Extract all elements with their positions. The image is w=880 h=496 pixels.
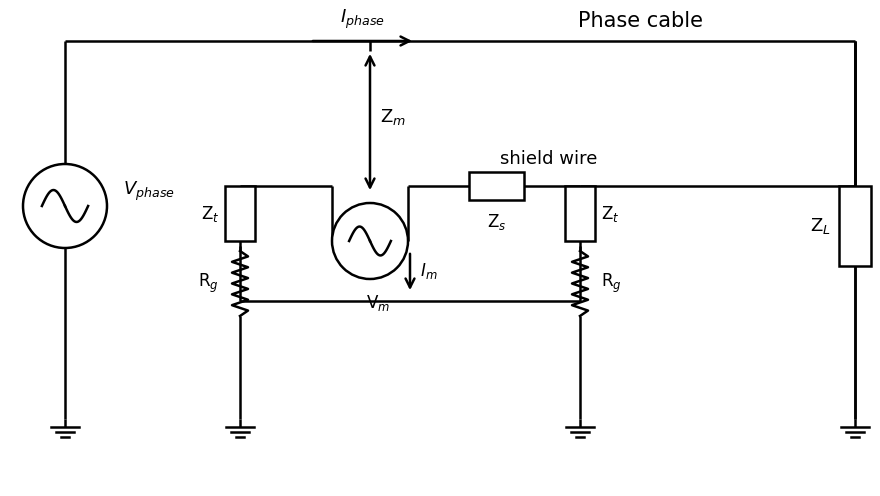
Text: Z$_{L}$: Z$_{L}$ xyxy=(810,216,831,236)
Text: Phase cable: Phase cable xyxy=(577,11,702,31)
Bar xyxy=(839,186,871,266)
Circle shape xyxy=(23,164,107,248)
Text: R$_{g}$: R$_{g}$ xyxy=(198,272,219,295)
Text: R$_{g}$: R$_{g}$ xyxy=(601,272,621,295)
Text: Z$_{s}$: Z$_{s}$ xyxy=(487,212,506,232)
Text: V$_{phase}$: V$_{phase}$ xyxy=(123,180,175,202)
Text: I$_{phase}$: I$_{phase}$ xyxy=(340,8,385,31)
Text: shield wire: shield wire xyxy=(500,150,597,168)
Text: Z$_{t}$: Z$_{t}$ xyxy=(201,203,219,224)
Text: V$_{m}$: V$_{m}$ xyxy=(366,293,390,313)
Bar xyxy=(225,186,255,241)
Text: I$_{m}$: I$_{m}$ xyxy=(420,261,437,281)
Text: Z$_{m}$: Z$_{m}$ xyxy=(380,107,406,127)
Bar xyxy=(469,172,524,200)
Bar xyxy=(565,186,595,241)
Text: Z$_{t}$: Z$_{t}$ xyxy=(601,203,620,224)
Circle shape xyxy=(332,203,408,279)
